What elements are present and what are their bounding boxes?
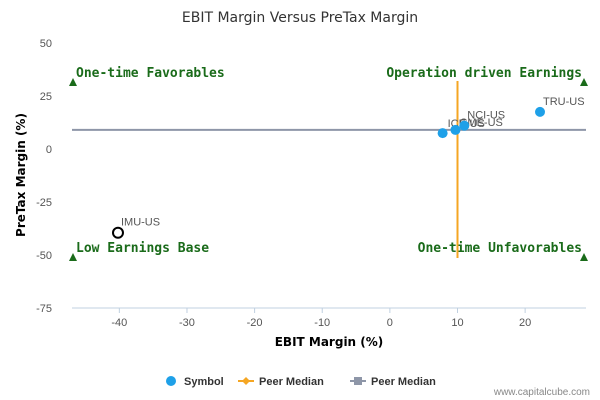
x-tick-label: 0 <box>387 317 393 329</box>
y-tick-label: 25 <box>40 91 52 103</box>
legend-item[interactable]: Peer Median <box>350 376 436 388</box>
quadrant-group: One-time Favorables Operation driven Earn… <box>69 66 588 261</box>
chart-title: EBIT Margin Versus PreTax Margin <box>182 10 418 26</box>
credit-text: www.capitalcube.com <box>493 387 590 398</box>
x-tick-label: 20 <box>519 317 531 329</box>
quadrant-marker-icon <box>69 78 77 86</box>
y-axis-title: PreTax Margin (%) <box>14 113 28 237</box>
x-tick-label: -30 <box>179 317 195 329</box>
quadrant-marker-icon <box>580 253 588 261</box>
quadrant-label-top-left: One-time Favorables <box>76 66 225 81</box>
data-point-ice-us[interactable] <box>437 128 448 139</box>
quadrant-marker-icon <box>580 78 588 86</box>
data-point-tru-us[interactable] <box>535 106 546 117</box>
legend-label: Peer Median <box>259 376 324 388</box>
data-point-label: TRU-US <box>543 96 585 108</box>
y-tick-label: 50 <box>40 38 52 50</box>
data-point-label: CME-US <box>459 117 502 129</box>
x-tick-group: -40 -30 -20 -10 0 10 20 <box>111 308 531 329</box>
x-tick-label: -40 <box>111 317 127 329</box>
legend-diamond-icon <box>242 377 250 385</box>
y-tick-label: -25 <box>36 197 52 209</box>
legend-label: Peer Median <box>371 376 436 388</box>
quadrant-marker-icon <box>69 253 77 261</box>
data-point-imu-us[interactable] <box>111 226 124 239</box>
plot-area: -40 -30 -20 -10 0 10 20 50 25 0 -25 -50 -75 One-tim… <box>36 38 588 329</box>
x-tick-label: -10 <box>314 317 330 329</box>
median-lines <box>72 81 586 258</box>
y-tick-label: -50 <box>36 250 52 262</box>
data-point-label: IMU-US <box>121 217 160 229</box>
quadrant-label-bottom-left: Low Earnings Base <box>76 241 209 256</box>
quadrant-label-bottom-right: One-time Unfavorables <box>418 241 582 256</box>
legend-square-icon <box>354 377 362 385</box>
x-tick-label: -20 <box>247 317 263 329</box>
data-point-nci-us[interactable] <box>459 120 470 131</box>
y-tick-label: 0 <box>46 144 52 156</box>
legend-item[interactable]: Symbol <box>166 376 224 388</box>
y-tick-group: 50 25 0 -25 -50 -75 <box>36 38 52 315</box>
y-tick-label: -75 <box>36 303 52 315</box>
data-point-label: NCI-US <box>467 110 505 122</box>
legend-symbol-icon <box>166 376 176 386</box>
legend-label: Symbol <box>184 376 224 388</box>
legend-item[interactable]: Peer Median <box>238 376 324 388</box>
data-point-cme-us[interactable] <box>450 124 461 135</box>
x-tick-label: 10 <box>451 317 463 329</box>
quadrant-label-top-right: Operation driven Earnings <box>386 66 582 81</box>
x-axis-title: EBIT Margin (%) <box>275 335 384 349</box>
legend: Symbol Peer Median Peer Median <box>166 376 436 388</box>
